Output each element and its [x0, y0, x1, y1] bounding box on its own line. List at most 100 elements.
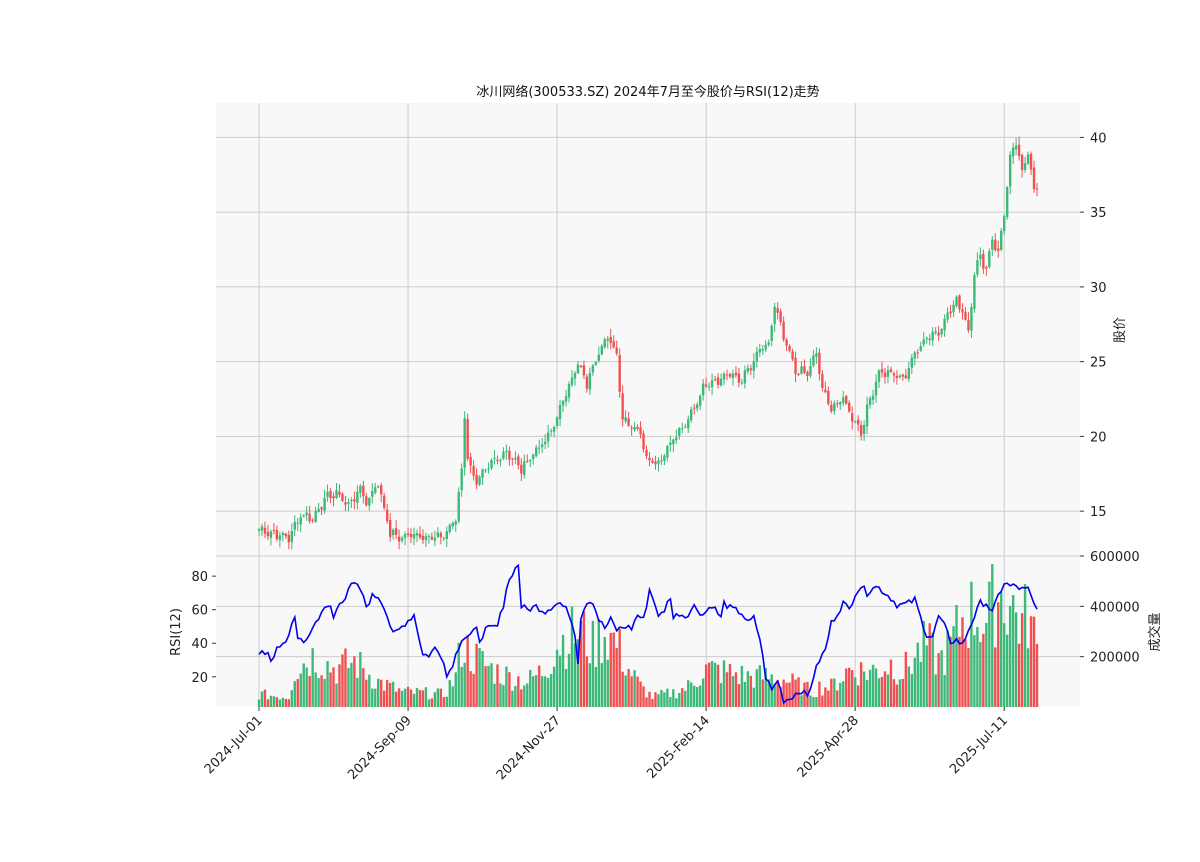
- candle-body: [633, 427, 636, 431]
- candle-body: [1008, 154, 1012, 187]
- candle-body: [409, 534, 413, 538]
- candle-body: [722, 373, 726, 380]
- candle-body: [433, 537, 437, 541]
- candle-body: [779, 311, 782, 322]
- volume-bar: [764, 668, 767, 707]
- volume-bar: [564, 669, 568, 707]
- volume-bar: [293, 681, 296, 707]
- rsi-line: [258, 563, 1038, 705]
- volume-bar: [627, 668, 630, 707]
- candle-body: [615, 347, 618, 354]
- volume-bar: [856, 685, 860, 707]
- candle-body: [454, 521, 457, 525]
- rsi-axis-title: RSI(12): [169, 608, 184, 656]
- price-tick-label: 20: [1090, 430, 1107, 445]
- candle-body: [695, 404, 699, 409]
- volume-bar: [412, 693, 416, 707]
- volume-bar: [997, 602, 1000, 707]
- candle-body: [749, 368, 753, 371]
- candle-body: [493, 457, 496, 459]
- volume-tick-label: 200000: [1090, 651, 1140, 666]
- candle-body: [639, 427, 642, 435]
- candle-body: [296, 522, 299, 524]
- volume-bar: [940, 650, 943, 707]
- volume-bar: [865, 679, 869, 707]
- volume-bar: [615, 648, 618, 707]
- volume-bar: [892, 679, 896, 707]
- volume-bar: [609, 632, 612, 707]
- volume-bar: [538, 665, 541, 707]
- candle-body: [394, 528, 398, 535]
- volume-axis-title: 成交量: [1147, 612, 1163, 651]
- volume-bar: [886, 674, 890, 707]
- volume-bar: [526, 683, 529, 707]
- candle-body: [889, 369, 893, 373]
- volume-bar: [567, 653, 571, 707]
- candle-body: [767, 342, 770, 345]
- volume-bar: [487, 665, 490, 707]
- candle-body: [1026, 154, 1030, 164]
- volume-bar: [406, 686, 410, 707]
- volume-bar: [582, 611, 586, 707]
- volume-bar: [347, 667, 350, 707]
- volume-bar: [785, 682, 788, 707]
- candle-body: [967, 320, 970, 331]
- candle-body: [958, 295, 961, 310]
- candle-body: [1035, 188, 1039, 190]
- volume-bar: [281, 697, 285, 707]
- date-tick-label: 2025-Apr-28: [795, 713, 862, 780]
- candle-body: [380, 485, 383, 495]
- volume-bar: [341, 654, 344, 707]
- volume-bar: [612, 632, 615, 707]
- candle-body: [928, 338, 931, 341]
- volume-bar: [707, 662, 711, 707]
- volume-bar: [991, 564, 994, 707]
- volume-bar: [603, 636, 606, 707]
- candle-body: [892, 373, 896, 376]
- candle-body: [430, 536, 434, 540]
- candle-body: [1023, 163, 1027, 170]
- candle-body: [961, 309, 964, 313]
- candle-body: [347, 502, 350, 504]
- volume-bar: [380, 679, 383, 707]
- volume-bar: [332, 667, 335, 707]
- volume-bar: [698, 685, 702, 707]
- candle-body: [1000, 230, 1003, 250]
- candle-body: [549, 430, 553, 432]
- candle-body: [690, 409, 693, 421]
- volume-bar: [922, 620, 925, 707]
- candle-body: [424, 536, 428, 541]
- candle-body: [487, 468, 490, 470]
- volume-bar: [850, 670, 854, 707]
- candle-body: [481, 469, 484, 478]
- candle-body: [752, 361, 756, 371]
- candle-body: [916, 352, 919, 354]
- volume-bar: [275, 697, 279, 707]
- candle-body: [937, 332, 940, 336]
- volume-bar: [1032, 616, 1036, 707]
- volume-bar: [901, 679, 905, 707]
- candle-body: [546, 432, 550, 442]
- candle-body: [406, 533, 410, 536]
- volume-bar: [853, 677, 857, 707]
- candle-body: [618, 355, 621, 392]
- volume-bar: [645, 697, 648, 707]
- volume-bar: [988, 581, 991, 707]
- candle-body: [514, 457, 517, 460]
- volume-bar: [481, 650, 484, 707]
- candle-body: [275, 529, 279, 539]
- price-tick-label: 15: [1090, 505, 1107, 520]
- volume-bar: [779, 687, 782, 707]
- volume-bar: [681, 688, 684, 707]
- candle-body: [540, 444, 544, 448]
- candle-body: [290, 531, 293, 543]
- volume-bar: [845, 668, 848, 707]
- candle-body: [332, 496, 335, 499]
- volume-bar: [344, 648, 347, 707]
- volume-bar: [433, 692, 437, 707]
- candle-body: [415, 532, 419, 536]
- volume-bar: [910, 673, 913, 707]
- volume-bar: [678, 692, 681, 707]
- candle-body: [505, 451, 508, 453]
- volume-bar: [1008, 605, 1012, 707]
